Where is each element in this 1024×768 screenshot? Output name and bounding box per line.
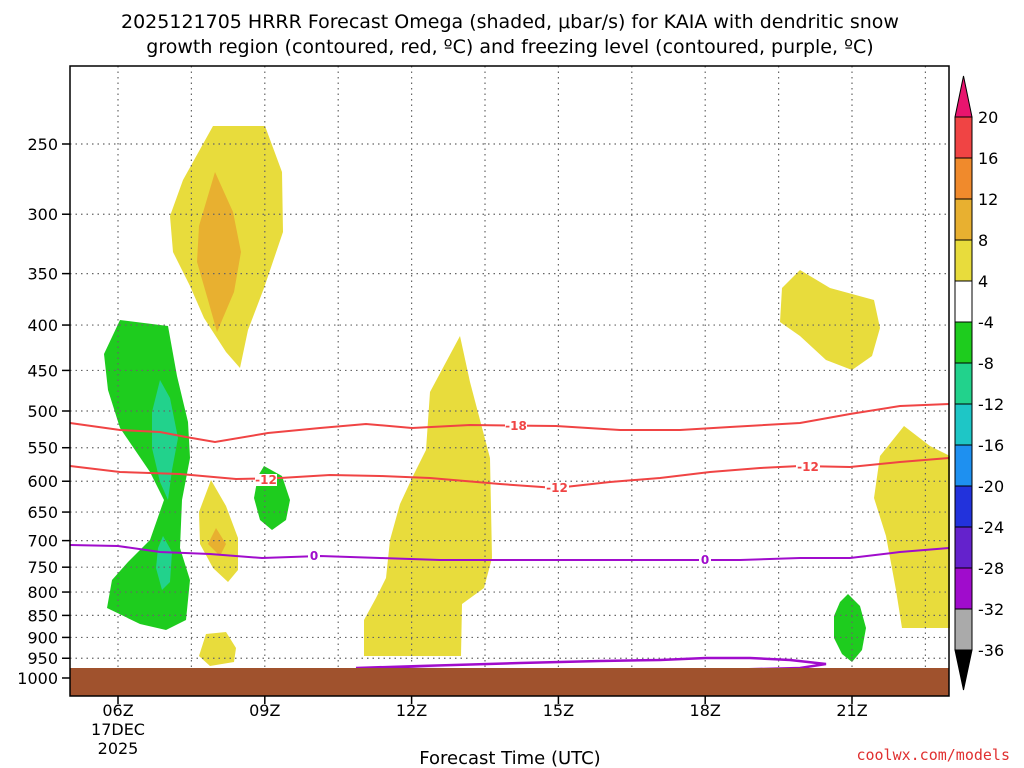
plot-frame [69, 65, 950, 697]
ground-terrain [70, 668, 949, 696]
y-tick-label-400: 400 [27, 316, 58, 335]
colorbar-segment-4 [954, 280, 973, 323]
colorbar-segment-8 [954, 239, 973, 282]
colorbar-label--24: -24 [978, 518, 1004, 537]
colorbar-label--4: -4 [978, 313, 994, 332]
y-tick-label-350: 350 [27, 265, 58, 284]
x-axis-label: Forecast Time (UTC) [419, 748, 600, 768]
x-tick-label-18Z: 18Z [690, 701, 721, 720]
dgz-top-label: -18 [505, 419, 527, 433]
omega-yellow-area-08z-low [199, 480, 238, 582]
x-date-year: 2025 [98, 739, 139, 758]
colorbar-segment--16 [954, 444, 973, 487]
x-axis: 06Z 09Z 12Z 15Z 18Z 21Z [102, 696, 868, 720]
y-tick-label-850: 850 [27, 606, 58, 625]
omega-yellow-area-23z [874, 426, 950, 628]
x-tick-label-09Z: 09Z [249, 701, 280, 720]
colorbar-segment--8 [954, 362, 973, 405]
colorbar-segment--4 [954, 321, 973, 364]
colorbar-label--36: -36 [978, 641, 1004, 660]
omega-yellow-area-13z [364, 336, 492, 656]
colorbar-label-4: 4 [978, 272, 988, 291]
colorbar-segment--24 [954, 526, 973, 569]
colorbar-label-12: 12 [978, 190, 998, 209]
colorbar-label--20: -20 [978, 477, 1004, 496]
x-date-day: 17DEC [91, 720, 145, 739]
x-tick-label-21Z: 21Z [836, 701, 867, 720]
y-tick-label-600: 600 [27, 472, 58, 491]
freezing-label-18z: 0 [701, 553, 709, 567]
colorbar-label--32: -32 [978, 600, 1004, 619]
colorbar-label-16: 16 [978, 149, 998, 168]
colorbar-bottom-arrow [954, 649, 973, 691]
omega-yellow-area-20z [780, 270, 880, 370]
colorbar-segment-16 [954, 157, 973, 200]
dgz-bottom-label-15z: -12 [546, 481, 568, 495]
y-tick-label-950: 950 [27, 649, 58, 668]
colorbar-segment--32 [954, 608, 973, 651]
chart-title-line1: 2025121705 HRRR Forecast Omega (shaded, … [121, 11, 899, 33]
plot-area: -18 -12 -12 -12 0 0 [69, 65, 950, 697]
colorbar: 20 16 12 8 4 -4 -8 -12 -16 -20 -24 -28 -32 -36 [954, 75, 1004, 691]
y-tick-label-700: 700 [27, 532, 58, 551]
y-tick-label-650: 650 [27, 503, 58, 522]
x-tick-label-15Z: 15Z [543, 701, 574, 720]
colorbar-segment-20 [954, 116, 973, 159]
colorbar-segment-12 [954, 198, 973, 241]
chart-title-line2: growth region (contoured, red, ºC) and f… [146, 36, 873, 58]
omega-orange-area-08z [197, 172, 241, 332]
colorbar-label--8: -8 [978, 354, 994, 373]
omega-teal-area-07z-low [156, 536, 172, 590]
colorbar-segment--28 [954, 567, 973, 610]
contour-labels: -18 -12 -12 -12 0 0 [255, 419, 820, 567]
colorbar-segment--12 [954, 403, 973, 446]
credit-text: coolwx.com/models [856, 746, 1010, 764]
freezing-level-contour [69, 544, 950, 561]
x-tick-label-06Z: 06Z [102, 701, 133, 720]
y-tick-label-500: 500 [27, 402, 58, 421]
freezing-label-10z: 0 [310, 549, 318, 563]
y-tick-label-1000: 1000 [17, 669, 58, 688]
dgz-bottom-label-09z: -12 [255, 473, 277, 487]
y-tick-label-800: 800 [27, 583, 58, 602]
omega-yellow-area-08z-surface [199, 632, 236, 666]
y-tick-label-450: 450 [27, 361, 58, 380]
omega-green-area-21z [834, 594, 866, 662]
y-tick-label-900: 900 [27, 628, 58, 647]
y-tick-label-750: 750 [27, 558, 58, 577]
colorbar-label--12: -12 [978, 395, 1004, 414]
colorbar-label--16: -16 [978, 436, 1004, 455]
dgz-bottom-label-20z: -12 [797, 460, 819, 474]
colorbar-label--28: -28 [978, 559, 1004, 578]
grid-lines [70, 66, 949, 696]
colorbar-label-8: 8 [978, 231, 988, 250]
y-tick-label-550: 550 [27, 439, 58, 458]
colorbar-top-arrow [954, 75, 973, 118]
omega-teal-area-07z [152, 380, 178, 500]
y-tick-label-300: 300 [27, 205, 58, 224]
y-axis: 250 300 350 400 450 500 550 600 650 700 750 800 850 9… [17, 135, 70, 688]
colorbar-segment--20 [954, 485, 973, 528]
dgz-top-contour [69, 403, 950, 444]
omega-orange-area-08z-low [208, 528, 226, 556]
y-tick-label-250: 250 [27, 135, 58, 154]
x-tick-label-12Z: 12Z [396, 701, 427, 720]
colorbar-label-20: 20 [978, 108, 998, 127]
